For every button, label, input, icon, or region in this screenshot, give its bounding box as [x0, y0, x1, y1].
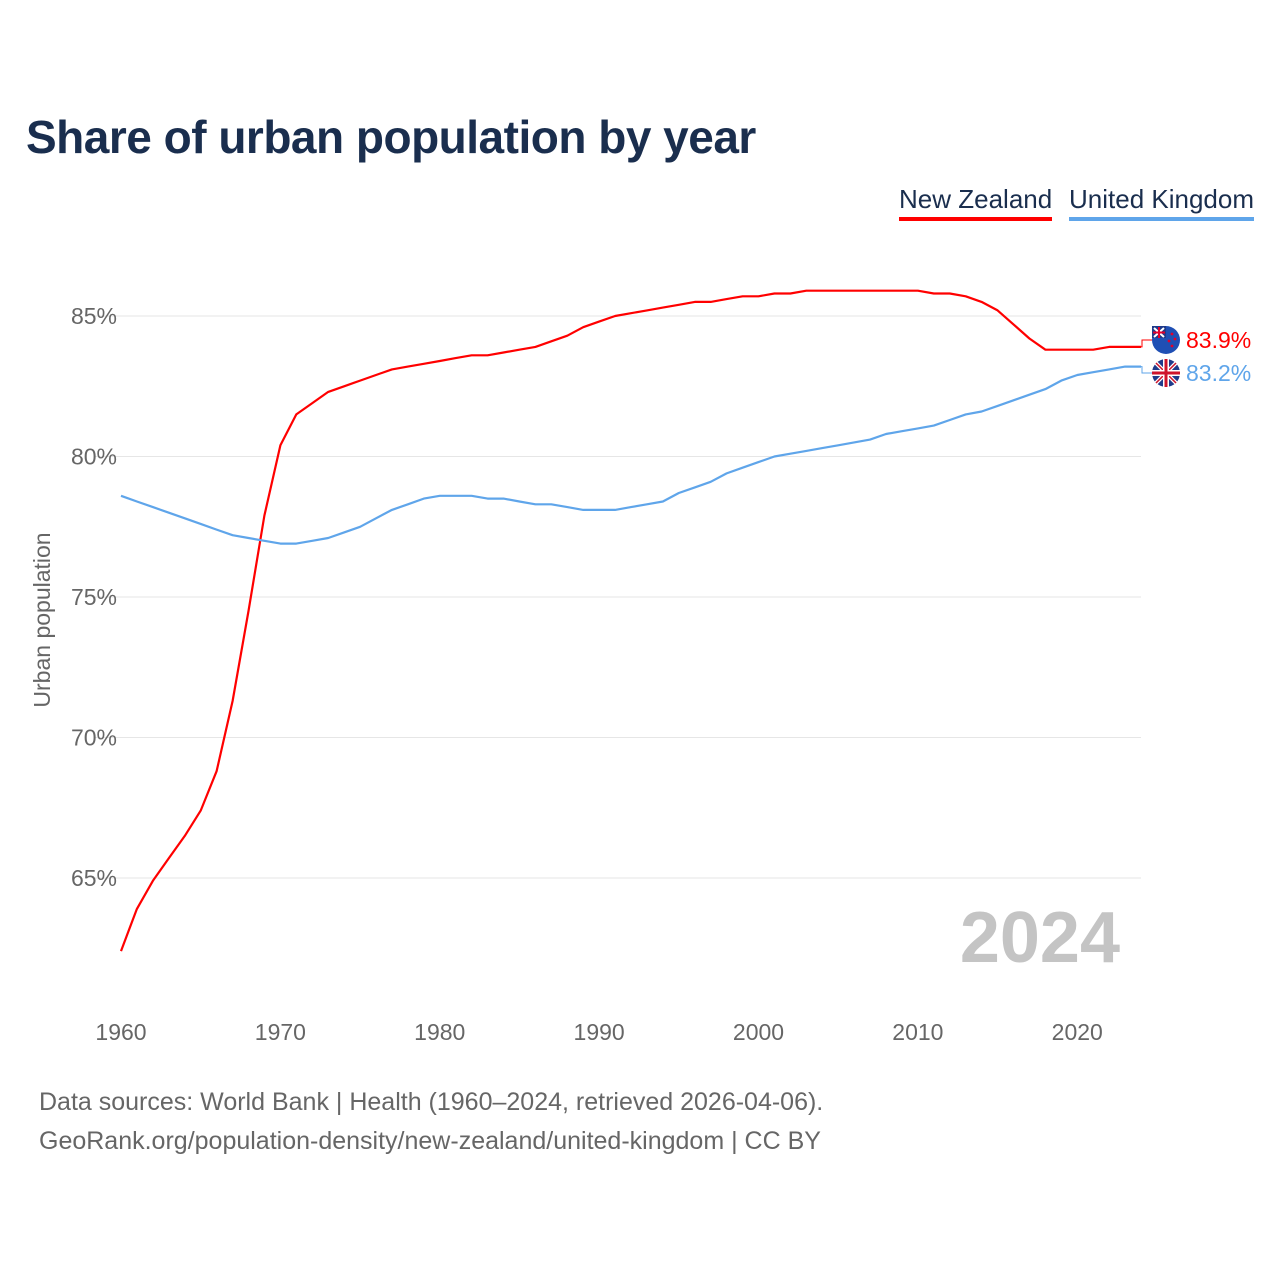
x-tick-label: 2010: [892, 1019, 943, 1045]
new-zealand-flag-icon: [1153, 327, 1165, 338]
new-zealand-flag-star: [1170, 332, 1174, 336]
end-value-label: 83.9%: [1186, 327, 1251, 353]
series-line-united-kingdom: [120, 365, 1141, 545]
x-tick-label: 1960: [95, 1019, 146, 1045]
new-zealand-flag-star: [1170, 344, 1174, 348]
footer-sources: Data sources: World Bank | Health (1960–…: [39, 1088, 824, 1116]
y-tick-label: 85%: [71, 303, 117, 329]
x-tick-label: 2000: [733, 1019, 784, 1045]
y-axis-label: Urban population: [29, 532, 55, 707]
x-tick-label: 1990: [574, 1019, 625, 1045]
y-tick-label: 80%: [71, 444, 117, 470]
legend-united-kingdom[interactable]: United Kingdom: [1069, 184, 1254, 221]
chart-title: Share of urban population by year: [26, 111, 756, 163]
end-connector: [1141, 339, 1152, 348]
y-tick-label: 70%: [71, 725, 117, 751]
new-zealand-flag-star: [1173, 337, 1177, 341]
legend-new-zealand[interactable]: New Zealand: [899, 184, 1053, 221]
year-watermark: 2024: [960, 898, 1120, 978]
footer-link[interactable]: GeoRank.org/population-density/new-zeala…: [39, 1127, 821, 1155]
x-tick-label: 1970: [255, 1019, 306, 1045]
end-connector: [1141, 366, 1152, 374]
end-value-label: 83.2%: [1186, 360, 1251, 386]
united-kingdom-flag-icon: [1152, 359, 1180, 387]
x-tick-label: 2020: [1052, 1019, 1103, 1045]
series-line-new-zealand: [119, 289, 1141, 952]
y-tick-label: 65%: [71, 865, 117, 891]
y-tick-label: 75%: [71, 584, 117, 610]
new-zealand-flag-star: [1167, 339, 1171, 343]
x-tick-label: 1980: [414, 1019, 465, 1045]
